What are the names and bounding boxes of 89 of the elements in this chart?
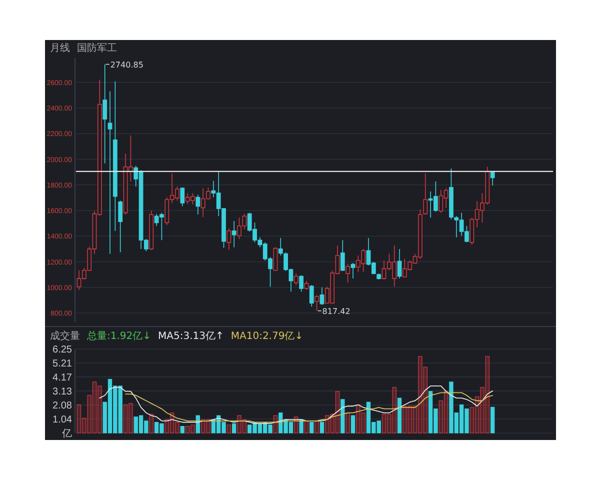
bar [76,404,82,434]
bar [423,366,428,434]
candlestick [226,228,232,250]
bar [226,424,232,434]
bar [123,404,128,434]
bar [408,406,412,434]
bar [335,391,340,434]
candlestick [449,168,454,220]
bar [397,398,402,434]
chart-subtitle: 国防军工 [77,42,117,54]
y-tick-label: 3.13 [52,386,72,398]
y-tick-label: 4.17 [52,372,72,384]
bar [314,420,319,434]
bar [485,356,490,434]
candlestick [232,220,236,248]
bar [200,419,206,434]
candlestick [346,263,350,284]
bar [98,386,102,434]
bar [356,404,360,434]
candlestick [294,273,298,286]
candlestick [490,170,495,186]
bar [175,422,180,434]
y-tick-label: 1.04 [52,414,72,426]
candlestick [350,262,356,279]
bar [92,382,97,434]
bar [474,396,480,434]
bar [82,418,86,434]
text: MA10:2.79亿↓ [230,331,304,342]
bar [164,419,169,434]
candlestick [102,64,108,164]
bar [392,387,396,434]
chart-title: 成交量 [50,330,80,342]
bar [490,406,495,434]
y-tick-label: 2.08 [52,400,72,412]
candlestick [314,294,320,312]
bar [444,391,448,434]
candlestick [108,90,112,254]
bar [310,422,314,434]
bar [242,419,247,434]
bar [273,415,278,434]
bar [325,415,330,434]
text: 总量:1.92亿↓ [86,330,152,342]
annotation-low: 817.42 [317,306,350,316]
candlestick [112,80,118,232]
line-series [125,392,494,423]
candlestick [309,284,314,307]
bar [320,422,324,434]
candlestick [278,238,283,256]
text: MA5:3.13亿↑ [158,331,224,342]
bar [412,406,418,434]
bar [387,414,392,434]
bar [340,399,345,434]
chart-title: 月线 [50,42,70,54]
bar [232,423,236,434]
bar [237,415,242,434]
bar [304,420,309,434]
line-series [99,386,494,424]
bar [480,387,484,434]
y-tick-label: 亿 [61,428,72,440]
y-tick-label: 6.25 [52,344,72,356]
candlestick [180,187,185,207]
candlestick [397,248,402,279]
bar [402,406,407,434]
candlestick [149,210,154,250]
bar [190,424,195,434]
candlestick [273,246,278,272]
candlestick [320,287,324,306]
annotation-high: 2740.85 [105,60,144,70]
bar [206,419,210,434]
bar [128,403,133,434]
bar [438,400,443,434]
candlestick [423,172,428,215]
bar [382,414,386,434]
bar [350,415,356,434]
candlestick [118,200,123,253]
bar [87,395,92,434]
candlestick [376,273,382,280]
bar [185,426,190,434]
candlestick [196,194,200,215]
bar [361,412,366,434]
bar [418,356,422,434]
candlestick [299,274,304,292]
candlestick [340,240,345,272]
bar [470,407,474,434]
candlestick [304,280,309,290]
bar [346,412,350,434]
bar [180,426,184,434]
bar [149,414,154,434]
y-tick-label: 5.21 [52,358,72,370]
